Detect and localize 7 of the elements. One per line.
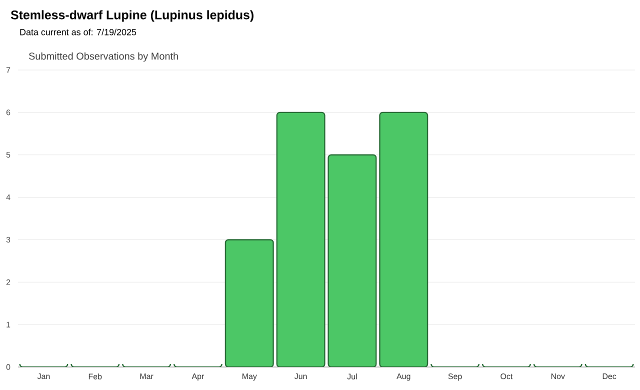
chart-subtitle: Data current as of: 7/19/2025: [20, 28, 136, 36]
bar: [328, 154, 377, 367]
text: Submitted Observations by Month: [28, 52, 178, 62]
chart-title: Stemless-dwarf Lupine (Lupinus lepidus): [10, 10, 254, 22]
bar: [276, 112, 326, 367]
bar: [224, 239, 274, 367]
bar: [379, 112, 428, 367]
